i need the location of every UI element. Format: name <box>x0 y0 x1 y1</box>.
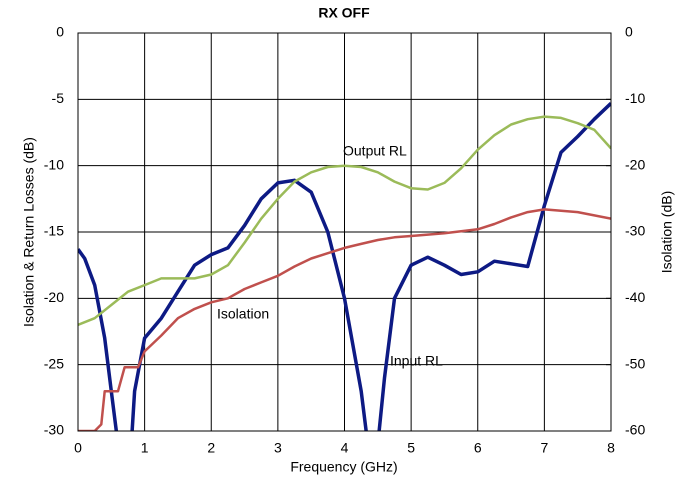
x-tick-label: 0 <box>74 440 82 456</box>
y2-axis-label: Isolation (dB) <box>659 191 675 273</box>
annotation: Input RL <box>390 353 443 369</box>
x-tick-label: 7 <box>540 440 548 456</box>
y-tick-label: -5 <box>52 90 65 106</box>
x-axis-label: Frequency (GHz) <box>290 459 397 475</box>
y-tick-label: 0 <box>56 24 64 40</box>
series-line <box>78 102 611 431</box>
series-line <box>78 115 611 327</box>
y-tick-label: -10 <box>44 156 64 172</box>
chart-title: RX OFF <box>318 5 370 21</box>
x-tick-label: 1 <box>141 440 149 456</box>
x-tick-label: 3 <box>274 440 282 456</box>
y2-tick-label: 0 <box>625 24 633 40</box>
x-tick-label: 8 <box>607 440 615 456</box>
annotation: Output RL <box>343 143 407 159</box>
x-tick-label: 5 <box>407 440 415 456</box>
y-tick-label: -20 <box>44 289 64 305</box>
series-line <box>78 208 611 431</box>
y2-tick-label: -20 <box>625 156 645 172</box>
y2-tick-label: -40 <box>625 289 645 305</box>
y-tick-label: -25 <box>44 355 64 371</box>
x-tick-label: 6 <box>474 440 482 456</box>
y-tick-label: -15 <box>44 223 64 239</box>
y2-tick-label: -50 <box>625 355 645 371</box>
x-tick-label: 4 <box>341 440 349 456</box>
lines <box>78 102 611 431</box>
annotation: Isolation <box>217 306 269 322</box>
y2-tick-label: -60 <box>625 422 645 438</box>
y2-tick-label: -30 <box>625 223 645 239</box>
y-axis-label: Isolation & Return Losses (dB) <box>21 137 37 327</box>
y2-tick-label: -10 <box>625 90 645 106</box>
y-tick-label: -30 <box>44 422 64 438</box>
grid <box>77 32 612 432</box>
x-tick-label: 2 <box>207 440 215 456</box>
